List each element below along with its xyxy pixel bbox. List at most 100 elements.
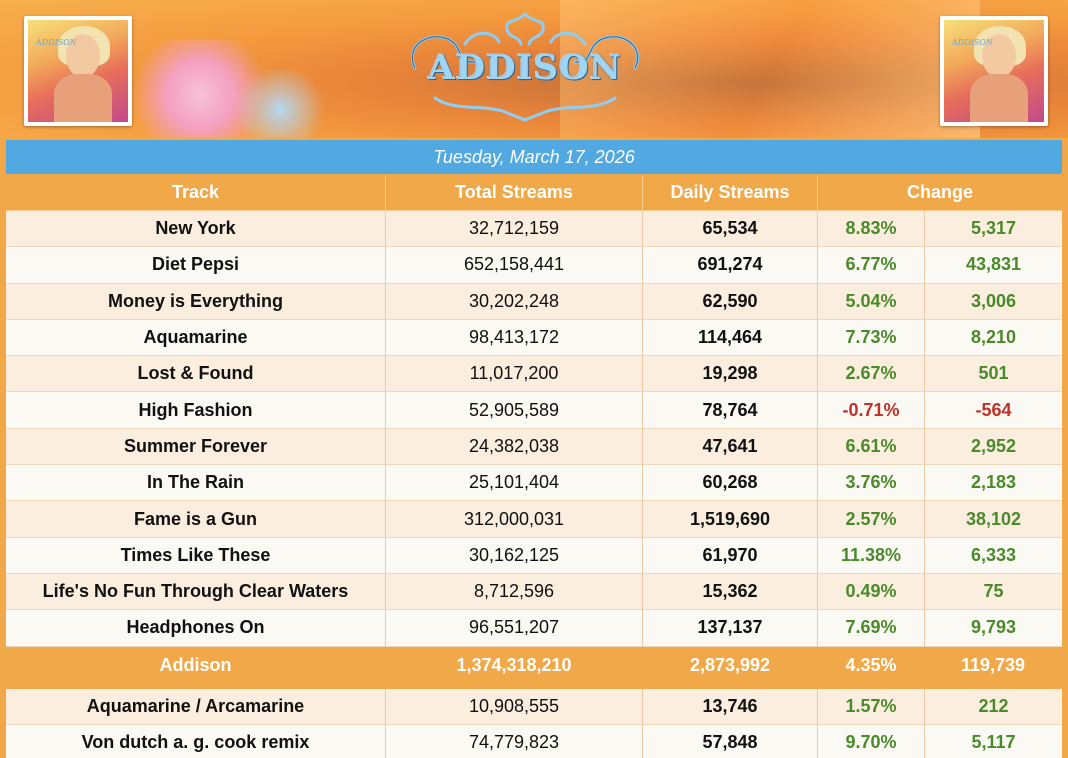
track-cell: Fame is a Gun xyxy=(6,501,386,538)
gap-cell xyxy=(6,684,1062,689)
daily-streams-cell: 13,746 xyxy=(643,688,818,725)
total-streams-cell: 32,712,159 xyxy=(386,211,643,248)
total-streams-cell: 30,202,248 xyxy=(386,283,643,320)
track-cell: Von dutch a. g. cook remix xyxy=(6,724,386,758)
change-percent-cell: 11.38% xyxy=(818,537,925,574)
total-streams-cell: 10,908,555 xyxy=(386,688,643,725)
album-art: ADDISON xyxy=(944,20,1044,122)
change-value-cell: 5,317 xyxy=(925,211,1062,248)
daily-streams-cell: 114,464 xyxy=(643,319,818,357)
daily-streams-cell: 61,970 xyxy=(643,537,818,574)
change-value-cell: 2,183 xyxy=(925,465,1062,502)
change-percent-cell: 3.76% xyxy=(818,465,925,502)
table-body: New York 32,712,159 65,534 8.83% 5,317 Diet P… xyxy=(6,211,1062,758)
change-value-cell: 9,793 xyxy=(925,610,1062,647)
total-streams-cell: 74,779,823 xyxy=(386,724,643,758)
column-header-total-streams: Total Streams xyxy=(386,175,643,211)
table-row: Aquamarine / Arcamarine 10,908,555 13,746 1… xyxy=(6,688,1062,725)
banner-veil xyxy=(560,0,980,138)
change-value-cell: -564 xyxy=(925,392,1062,429)
change-percent-cell: 6.61% xyxy=(818,428,925,466)
track-cell: Times Like These xyxy=(6,537,386,574)
change-percent-cell: 4.35% xyxy=(818,646,925,685)
track-cell: Life's No Fun Through Clear Waters xyxy=(6,573,386,611)
table-row: Diet Pepsi 652,158,441 691,274 6.77% 43,831 xyxy=(6,247,1062,284)
album-art: ADDISON xyxy=(28,20,128,122)
change-value-cell: 119,739 xyxy=(925,646,1062,685)
track-cell: High Fashion xyxy=(6,392,386,429)
logo-text: ADDISON xyxy=(428,48,622,88)
table-row: Headphones On 96,551,207 137,137 7.69% 9,793 xyxy=(6,610,1062,647)
daily-streams-cell: 57,848 xyxy=(643,724,818,758)
change-value-cell: 3,006 xyxy=(925,283,1062,320)
cover-label: ADDISON xyxy=(36,38,77,47)
track-cell: Aquamarine / Arcamarine xyxy=(6,688,386,725)
column-header-daily-streams: Daily Streams xyxy=(643,175,818,211)
cover-label: ADDISON xyxy=(952,38,993,47)
track-cell: Headphones On xyxy=(6,610,386,647)
total-streams-cell: 30,162,125 xyxy=(386,537,643,574)
header-banner: ADDISON ADDISON A xyxy=(0,0,1068,138)
album-cover-left: ADDISON xyxy=(24,16,132,126)
change-percent-cell: 0.49% xyxy=(818,573,925,611)
date-bar: Tuesday, March 17, 2026 xyxy=(6,140,1062,174)
total-row: Addison 1,374,318,210 2,873,992 4.35% 119,73… xyxy=(6,646,1062,685)
change-percent-cell: 9.70% xyxy=(818,724,925,758)
change-value-cell: 2,952 xyxy=(925,428,1062,466)
table-row: Von dutch a. g. cook remix 74,779,823 57,8… xyxy=(6,724,1062,758)
total-streams-cell: 24,382,038 xyxy=(386,428,643,466)
change-value-cell: 75 xyxy=(925,573,1062,611)
daily-streams-cell: 19,298 xyxy=(643,356,818,393)
table-row: Lost & Found 11,017,200 19,298 2.67% 501 xyxy=(6,356,1062,393)
table-row: New York 32,712,159 65,534 8.83% 5,317 xyxy=(6,211,1062,248)
change-percent-cell: 7.73% xyxy=(818,319,925,357)
daily-streams-cell: 78,764 xyxy=(643,392,818,429)
change-value-cell: 6,333 xyxy=(925,537,1062,574)
daily-streams-cell: 1,519,690 xyxy=(643,501,818,538)
track-cell: Summer Forever xyxy=(6,428,386,466)
total-streams-cell: 25,101,404 xyxy=(386,465,643,502)
change-value-cell: 501 xyxy=(925,356,1062,393)
column-header-track: Track xyxy=(6,175,386,211)
section-gap xyxy=(6,684,1062,689)
track-cell: Money is Everything xyxy=(6,283,386,320)
streams-table: Track Total Streams Daily Streams Change… xyxy=(6,175,1062,758)
table-row: High Fashion 52,905,589 78,764 -0.71% -564 xyxy=(6,392,1062,429)
table-row: In The Rain 25,101,404 60,268 3.76% 2,183 xyxy=(6,465,1062,502)
total-streams-cell: 98,413,172 xyxy=(386,319,643,357)
change-value-cell: 8,210 xyxy=(925,319,1062,357)
change-percent-cell: 8.83% xyxy=(818,211,925,248)
table-row: Summer Forever 24,382,038 47,641 6.61% 2,952 xyxy=(6,428,1062,466)
addison-logo: ADDISON xyxy=(395,8,655,126)
track-cell: Diet Pepsi xyxy=(6,247,386,284)
total-streams-cell: 52,905,589 xyxy=(386,392,643,429)
daily-streams-cell: 60,268 xyxy=(643,465,818,502)
total-streams-cell: 11,017,200 xyxy=(386,356,643,393)
track-cell: Lost & Found xyxy=(6,356,386,393)
daily-streams-cell: 137,137 xyxy=(643,610,818,647)
change-percent-cell: 2.67% xyxy=(818,356,925,393)
cover-face xyxy=(66,34,100,78)
daily-streams-cell: 62,590 xyxy=(643,283,818,320)
table-row: Aquamarine 98,413,172 114,464 7.73% 8,210 xyxy=(6,319,1062,357)
table-row: Life's No Fun Through Clear Waters 8,712,… xyxy=(6,573,1062,611)
daily-streams-cell: 691,274 xyxy=(643,247,818,284)
table-row: Fame is a Gun 312,000,031 1,519,690 2.57% 38… xyxy=(6,501,1062,538)
album-cover-right: ADDISON xyxy=(940,16,1048,126)
column-header-change: Change xyxy=(818,175,1062,211)
change-percent-cell: -0.71% xyxy=(818,392,925,429)
daily-streams-cell: 65,534 xyxy=(643,211,818,248)
total-streams-cell: 312,000,031 xyxy=(386,501,643,538)
change-value-cell: 212 xyxy=(925,688,1062,725)
total-streams-cell: 8,712,596 xyxy=(386,573,643,611)
track-cell: In The Rain xyxy=(6,465,386,502)
total-streams-cell: 96,551,207 xyxy=(386,610,643,647)
daily-streams-cell: 2,873,992 xyxy=(643,646,818,685)
change-percent-cell: 1.57% xyxy=(818,688,925,725)
table-row: Times Like These 30,162,125 61,970 11.38% 6,… xyxy=(6,537,1062,574)
track-cell: New York xyxy=(6,211,386,248)
track-cell: Addison xyxy=(6,646,386,685)
cover-face xyxy=(982,34,1016,78)
table-header-row: Track Total Streams Daily Streams Change xyxy=(6,175,1062,211)
table-row: Money is Everything 30,202,248 62,590 5.04%… xyxy=(6,283,1062,320)
